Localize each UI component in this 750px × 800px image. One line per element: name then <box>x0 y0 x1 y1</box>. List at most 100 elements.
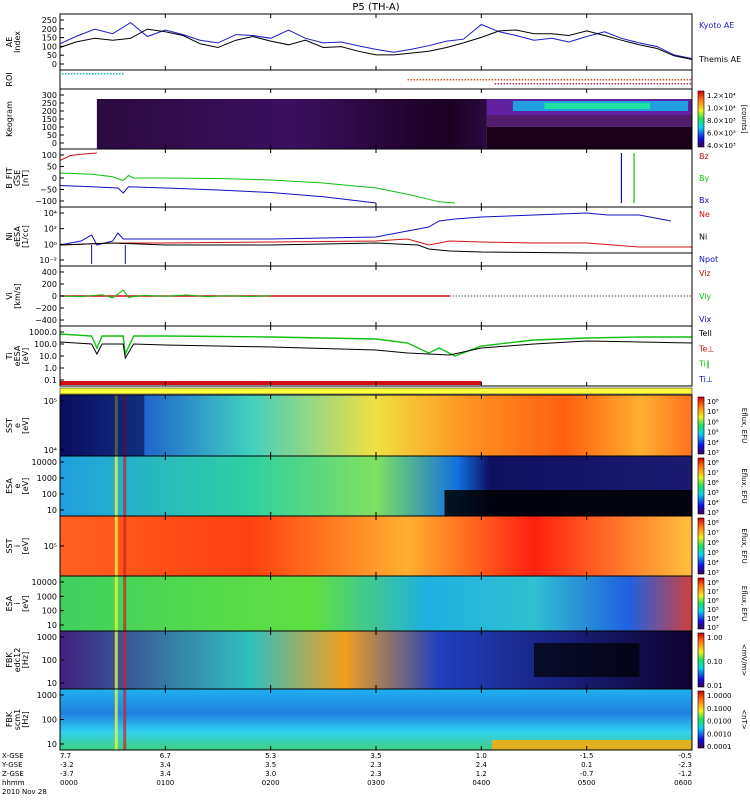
roi-dot <box>668 83 671 85</box>
colorbar-label: 4.0×10³ <box>707 142 736 150</box>
colorbar-label: 10⁷ <box>707 529 719 537</box>
fbk-b-image <box>60 689 692 750</box>
ae-series-line <box>59 28 693 60</box>
colorbar-label: 0.1000 <box>707 705 732 713</box>
x-tick-label: 2.3 <box>370 761 381 769</box>
temperature-panel: 1000.0 100.0 10.0 1.0 0.1 Ti eESA [eV] Tell Te⊥ Ti… <box>5 325 714 395</box>
roi-dot <box>68 73 70 75</box>
x-tick-label: -1.2 <box>678 770 692 778</box>
colorbar-label: 10⁶ <box>707 418 719 426</box>
y-tick-label: 50 <box>47 163 57 172</box>
roi-dot <box>428 79 431 81</box>
x-tick-label: 3.4 <box>160 770 172 778</box>
x-tick-label: 0200 <box>262 779 280 787</box>
y-tick-label: 10 <box>47 679 57 688</box>
roi-dot <box>632 79 635 81</box>
y-axis-label: i <box>13 602 22 604</box>
x-row-label: Y-GSE <box>1 761 23 769</box>
roi-dot <box>422 79 425 81</box>
y-tick-label: 1000 <box>37 691 57 700</box>
roi-dot <box>521 79 524 81</box>
colorbar-label: 10⁶ <box>707 539 719 547</box>
roi-dot <box>659 83 662 85</box>
roi-dot <box>491 79 494 81</box>
roi-dot <box>677 79 680 81</box>
roi-dot <box>626 79 629 81</box>
magnetic-field-panel: 100 50 0 −50 −100 B_FIT GSE [nT] Bz By Bx <box>5 148 709 208</box>
roi-dot <box>434 79 437 81</box>
y-tick-label: 10 <box>47 506 57 515</box>
roi-dot <box>590 79 593 81</box>
roi-dot <box>629 83 632 85</box>
x-tick-label: 1.0 <box>476 752 487 760</box>
roi-dot <box>479 79 482 81</box>
fbk-b-streak <box>114 689 118 750</box>
roi-dot <box>593 79 596 81</box>
roi-panel: ROI <box>5 69 693 90</box>
roi-dot <box>620 79 623 81</box>
roi-dot <box>647 83 650 85</box>
roi-dot <box>584 83 587 85</box>
roi-dot <box>62 73 64 75</box>
roi-dot <box>470 79 473 81</box>
ae-legend-entry: Kyoto AE <box>699 21 734 30</box>
roi-dot <box>104 73 106 75</box>
colorbar-label: 1.0×10⁴ <box>707 105 736 113</box>
roi-dot <box>680 83 683 85</box>
esa-i-image <box>60 576 692 631</box>
y-axis-label: GSE <box>13 170 22 186</box>
roi-dot <box>518 79 521 81</box>
y-tick-label: 100 <box>42 490 57 499</box>
roi-dot <box>545 83 548 85</box>
colorbar-label: 1.0000 <box>707 692 732 700</box>
x-tick-label: 3.5 <box>265 761 276 769</box>
roi-dot <box>584 79 587 81</box>
roi-dot <box>530 79 533 81</box>
roi-dot <box>608 79 611 81</box>
roi-dot <box>647 79 650 81</box>
roi-dot <box>446 79 449 81</box>
roi-dot <box>662 79 665 81</box>
roi-dot <box>554 83 557 85</box>
roi-dot <box>80 73 82 75</box>
roi-dot <box>632 83 635 85</box>
roi-dot <box>608 83 611 85</box>
roi-dot <box>668 79 671 81</box>
y-tick-label: 250 <box>42 16 57 25</box>
roi-dot <box>554 79 557 81</box>
roi-dot <box>665 83 668 85</box>
y-tick-label: 1000 <box>37 474 57 483</box>
roi-dot <box>635 79 638 81</box>
legend-entry: Tell <box>698 329 712 338</box>
colorbar-title: Eflux, EFU <box>740 468 748 503</box>
x-tick-label: 0300 <box>367 779 385 787</box>
roi-dot <box>461 79 464 81</box>
x-row-label: hhmm <box>2 779 25 787</box>
roi-dot <box>503 79 506 81</box>
x-tick-label: 0600 <box>674 779 692 787</box>
y-tick-label: 200 <box>42 25 57 34</box>
sst-i-image <box>60 516 692 576</box>
colorbar-title: <nT> <box>740 709 748 730</box>
x-tick-label: -0.7 <box>580 770 594 778</box>
legend-entry: Ne <box>699 210 710 219</box>
roi-dot <box>638 83 641 85</box>
keogram-image <box>96 99 487 149</box>
y-axis-label: eESA <box>13 226 22 247</box>
y-tick-label: −100 <box>35 197 57 206</box>
legend-entry: Bx <box>699 196 709 205</box>
roi-dot <box>557 83 560 85</box>
esa-e-streak <box>114 456 118 516</box>
roi-dot <box>689 83 692 85</box>
x-tick-label: 3.5 <box>370 752 381 760</box>
roi-dot <box>530 83 533 85</box>
roi-dot <box>581 83 584 85</box>
y-axis-label: Ni <box>5 232 14 240</box>
roi-dot <box>665 79 668 81</box>
y-tick-label: 1.0 <box>44 364 57 373</box>
roi-dot <box>95 73 97 75</box>
roi-dot <box>599 83 602 85</box>
roi-dot <box>92 73 94 75</box>
roi-dot <box>83 73 85 75</box>
